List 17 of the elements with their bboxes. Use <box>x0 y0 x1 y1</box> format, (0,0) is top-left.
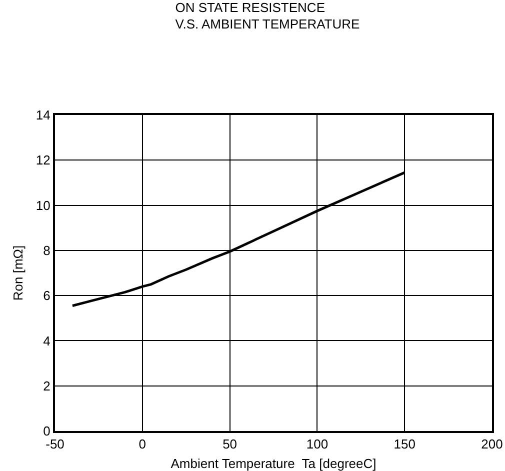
y-tick-label: 10 <box>36 198 50 213</box>
x-tick-label: 100 <box>306 436 328 452</box>
x-tick-label: 200 <box>481 436 503 452</box>
x-tick-label: 150 <box>394 436 416 452</box>
y-tick-label: 12 <box>36 152 50 168</box>
y-tick-label: 8 <box>43 242 50 258</box>
x-tick-label: 0 <box>138 436 146 452</box>
y-tick-label: 0 <box>43 424 50 439</box>
y-tick-label: 4 <box>43 333 50 348</box>
x-tick-label: 50 <box>222 436 238 452</box>
y-axis-title: Ron [mΩ] <box>10 245 26 301</box>
x-tick-label: -50 <box>46 436 64 452</box>
y-tick-label: 2 <box>43 378 50 394</box>
y-tick-label: 14 <box>36 108 50 123</box>
chart-title: ON STATE RESISTENCE V.S. AMBIENT TEMPERATURE <box>175 0 360 32</box>
x-axis-title: Ambient Temperature Ta [degreeC] <box>170 456 376 471</box>
y-tick-label: 6 <box>43 288 50 304</box>
